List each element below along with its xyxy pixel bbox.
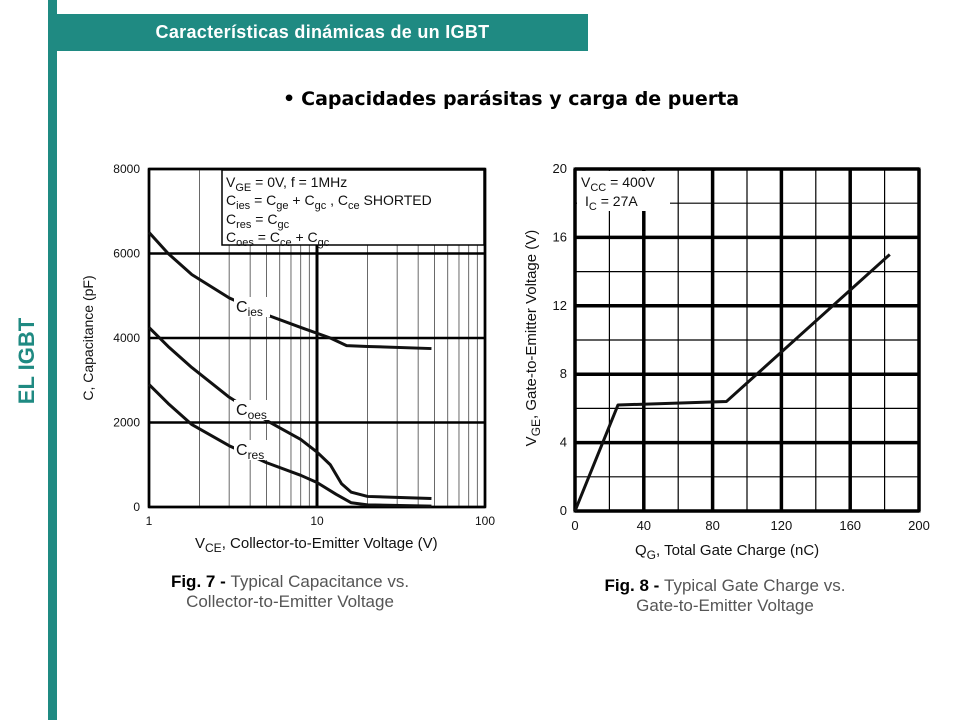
bullet-glyph: • <box>283 88 296 110</box>
annotation-line: IC = 27A <box>585 193 638 213</box>
y-tick-label: 0 <box>560 503 567 518</box>
fig7-caption: Fig. 7 - Typical Capacitance vs. Collect… <box>140 572 440 612</box>
x-axis-label: VCE, Collector-to-Emitter Voltage (V) <box>195 535 438 555</box>
fig8-caption-label: Fig. 8 - <box>604 576 665 595</box>
slide-title: Características dinámicas de un IGBT <box>57 14 588 51</box>
annotation-line: Cres = Cgc <box>226 211 290 231</box>
fig7-caption-line2: Collector-to-Emitter Voltage <box>186 592 394 611</box>
fig7-caption-line1: Typical Capacitance vs. <box>230 572 410 591</box>
annotation-line: Cies = Cge + Cgc , Cce SHORTED <box>226 192 432 212</box>
y-tick-label: 16 <box>553 229 567 244</box>
series-line <box>147 231 432 351</box>
x-tick-label: 100 <box>475 514 495 528</box>
left-accent-bar <box>48 0 57 720</box>
series-label-bg <box>234 297 270 317</box>
series-label: Cres <box>236 442 264 462</box>
y-tick-label: 4 <box>560 435 567 450</box>
x-tick-label: 0 <box>571 518 578 533</box>
y-axis-label: C, Capacitance (pF) <box>80 275 96 400</box>
y-tick-label: 20 <box>553 161 567 176</box>
legend-box <box>577 171 670 211</box>
fig8-caption-line2: Gate-to-Emitter Voltage <box>636 596 814 615</box>
slide-subtitle: • Capacidades parásitas y carga de puerta <box>283 88 739 110</box>
y-tick-label: 12 <box>553 298 567 313</box>
annotation-line: Coes = Cce + Cgc <box>226 229 330 249</box>
y-axis-label: VGE, Gate-to-Emitter Voltage (V) <box>523 230 543 447</box>
x-tick-label: 40 <box>637 518 651 533</box>
subtitle-text: Capacidades parásitas y carga de puerta <box>301 88 740 110</box>
x-tick-label: 120 <box>771 518 793 533</box>
series-label-bg <box>234 440 270 460</box>
y-tick-label: 8 <box>560 366 567 381</box>
fig8-caption-line1: Typical Gate Charge vs. <box>664 576 846 595</box>
series-line <box>147 383 432 508</box>
y-tick-label: 8000 <box>113 162 140 176</box>
y-tick-label: 4000 <box>113 331 140 345</box>
x-tick-label: 80 <box>705 518 719 533</box>
legend-box <box>221 169 485 246</box>
x-axis-label: QG, Total Gate Charge (nC) <box>635 542 819 562</box>
x-tick-label: 200 <box>908 518 930 533</box>
y-tick-label: 6000 <box>113 247 140 261</box>
y-tick-label: 2000 <box>113 416 140 430</box>
series-label: Cies <box>236 299 263 319</box>
x-tick-label: 10 <box>310 514 324 528</box>
fig8-caption: Fig. 8 - Typical Gate Charge vs. Gate-to… <box>575 576 875 616</box>
annotation-line: VGE = 0V, f = 1MHz <box>226 174 347 194</box>
series-line <box>147 326 432 501</box>
x-tick-label: 160 <box>839 518 861 533</box>
series-label-bg <box>234 400 270 420</box>
annotation-line: VCC = 400V <box>581 174 656 194</box>
y-tick-label: 0 <box>133 500 140 514</box>
series-label: Coes <box>236 402 267 422</box>
fig7-caption-label: Fig. 7 - <box>170 572 231 591</box>
y-axis-label-text: VGE, Gate-to-Emitter Voltage (V) <box>523 230 543 447</box>
x-tick-label: 1 <box>146 514 153 528</box>
series-line <box>573 253 891 512</box>
